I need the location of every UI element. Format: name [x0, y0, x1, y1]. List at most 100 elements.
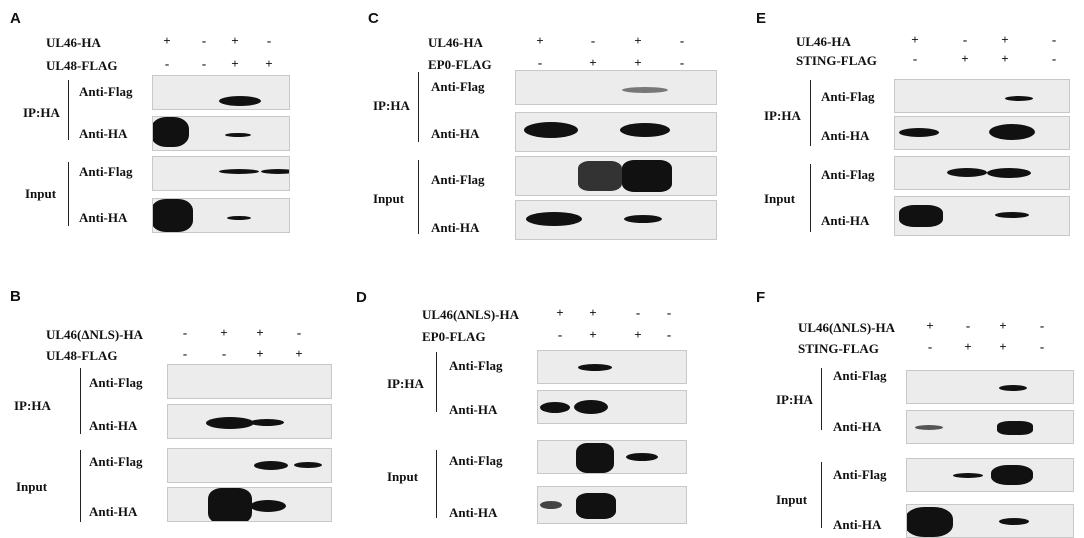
blot-band: [219, 169, 259, 174]
blot-band: [947, 168, 987, 177]
lane-sign: -: [666, 305, 672, 320]
blot-band: [576, 443, 614, 473]
blot-band: [1005, 96, 1033, 101]
panel-d: D UL46(ΔNLS)-HA + + - - EP0-FLAG - + + -…: [356, 280, 720, 535]
row-label: Anti-HA: [79, 126, 128, 141]
row-label: Anti-Flag: [833, 467, 887, 482]
blot-band: [225, 133, 251, 137]
panel-label: D: [356, 289, 367, 306]
blot-strip: [152, 198, 290, 233]
group-label: Input: [776, 492, 808, 507]
panel-f: F UL46(ΔNLS)-HA + - + - STING-FLAG - + +…: [720, 280, 1084, 538]
blot-band: [524, 122, 578, 138]
panel-e: E UL46-HA + - + - STING-FLAG - + + - IP:…: [720, 0, 1084, 250]
row-label: Anti-Flag: [449, 453, 503, 468]
blot-band: [624, 215, 662, 223]
group-label: IP:HA: [373, 98, 410, 113]
group-label: IP:HA: [23, 105, 60, 120]
lane-sign: -: [962, 32, 968, 47]
group-bracket: [810, 164, 811, 232]
blot-strip: [515, 156, 717, 196]
blot-band: [261, 169, 289, 174]
lane-sign: -: [1039, 339, 1045, 354]
row-label: Anti-HA: [833, 419, 882, 434]
blot-band: [540, 501, 562, 509]
blot-band: [578, 161, 622, 191]
panel-label: E: [756, 10, 767, 27]
blot-band: [999, 518, 1029, 525]
lane-sign: -: [164, 56, 170, 71]
lane-sign: +: [256, 346, 264, 361]
header-label: UL46-HA: [428, 35, 483, 50]
blot-strip: [906, 410, 1074, 444]
lane-sign: -: [201, 33, 207, 48]
lane-sign: +: [999, 318, 1007, 333]
row-label: Anti-Flag: [821, 89, 875, 104]
lane-sign: -: [182, 325, 188, 340]
group-bracket: [68, 80, 69, 140]
lane-sign: -: [1051, 51, 1057, 66]
blot-strip: [537, 486, 687, 524]
header-label: UL46-HA: [796, 34, 851, 49]
lane-sign: +: [295, 346, 303, 361]
panel-label: A: [10, 10, 21, 27]
blot-band: [153, 199, 193, 232]
lane-sign: -: [557, 327, 563, 342]
group-label: Input: [16, 479, 48, 494]
panel-c: C UL46-HA + - + - EP0-FLAG - + + - IP:HA…: [360, 0, 720, 250]
blot-band: [620, 123, 670, 137]
group-bracket: [418, 160, 419, 234]
blot-strip: [515, 200, 717, 240]
blot-band: [989, 124, 1035, 140]
blot-band: [991, 465, 1033, 485]
blot-band: [915, 425, 943, 430]
lane-sign: -: [201, 56, 207, 71]
header-label: EP0-FLAG: [422, 329, 486, 344]
lane-sign: +: [634, 55, 642, 70]
blot-strip: [906, 504, 1074, 538]
header-label: UL46(ΔNLS)-HA: [46, 327, 143, 342]
panel-label: C: [368, 10, 379, 27]
blot-band: [153, 117, 189, 147]
blot-strip: [167, 448, 332, 483]
header-label: UL46(ΔNLS)-HA: [422, 307, 519, 322]
header-label: UL46(ΔNLS)-HA: [798, 320, 895, 335]
group-bracket: [436, 450, 437, 518]
lane-sign: -: [182, 346, 188, 361]
lane-sign: -: [296, 325, 302, 340]
lane-sign: -: [927, 339, 933, 354]
blot-strip: [167, 487, 332, 522]
blot-band: [953, 473, 983, 478]
lane-sign: +: [220, 325, 228, 340]
lane-sign: +: [589, 305, 597, 320]
blot-strip: [167, 364, 332, 399]
group-label: Input: [373, 191, 405, 206]
header-label: STING-FLAG: [796, 53, 877, 68]
blot-strip: [894, 116, 1070, 150]
group-bracket: [436, 352, 437, 412]
lane-sign: -: [1039, 318, 1045, 333]
lane-sign: +: [926, 318, 934, 333]
group-label: IP:HA: [764, 108, 801, 123]
lane-sign: -: [537, 55, 543, 70]
blot-strip: [167, 404, 332, 439]
blot-band: [250, 500, 286, 512]
blot-band: [254, 461, 288, 470]
blot-strip: [537, 390, 687, 424]
lane-sign: -: [666, 327, 672, 342]
blot-band: [622, 160, 672, 192]
group-bracket: [821, 462, 822, 528]
row-label: Anti-HA: [449, 505, 498, 520]
lane-sign: -: [679, 55, 685, 70]
row-label: Anti-Flag: [79, 164, 133, 179]
panel-a: A UL46-HA + - + - UL48-FLAG - - + + IP:H…: [0, 0, 360, 250]
blot-band: [294, 462, 322, 468]
blot-strip: [152, 116, 290, 151]
row-label: Anti-Flag: [821, 167, 875, 182]
header-label: EP0-FLAG: [428, 57, 492, 72]
row-label: Anti-HA: [79, 210, 128, 225]
blot-band: [227, 216, 251, 220]
blot-band: [206, 417, 254, 429]
row-label: Anti-HA: [833, 517, 882, 532]
blot-band: [999, 385, 1027, 391]
